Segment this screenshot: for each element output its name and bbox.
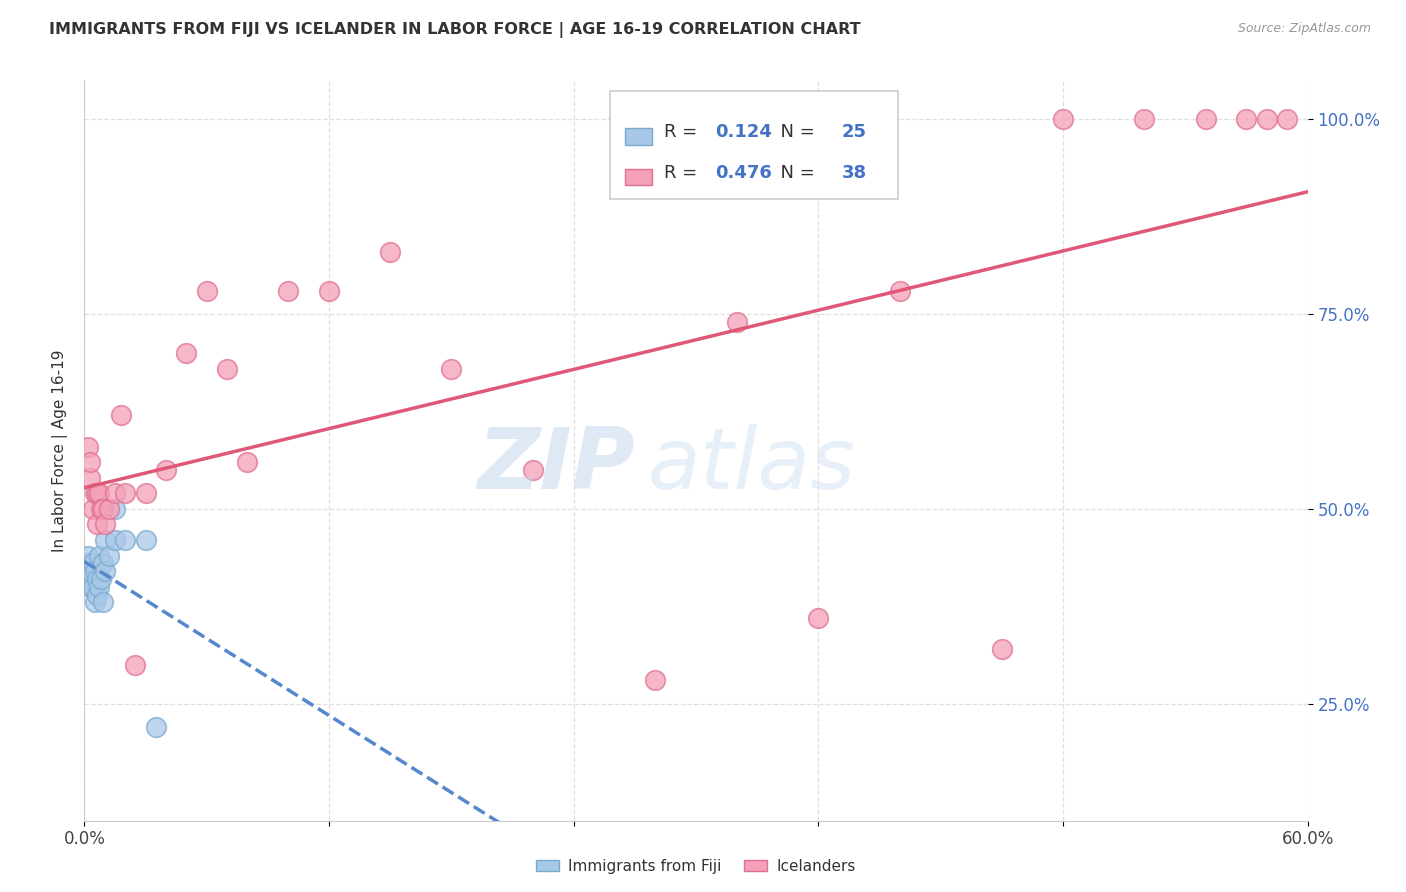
Point (91, 557, 114, 571)
Bar (626, 169, 652, 186)
Point (135, 533, 157, 547)
Point (1236, 112, 1258, 127)
Text: IMMIGRANTS FROM FIJI VS ICELANDER IN LABOR FORCE | AGE 16-19 CORRELATION CHART: IMMIGRANTS FROM FIJI VS ICELANDER IN LAB… (49, 22, 860, 38)
Point (135, 486, 157, 500)
Point (77, 557, 100, 571)
Text: N =: N = (769, 164, 821, 182)
Point (87, 549, 110, 563)
Point (82, 580, 104, 594)
Point (725, 315, 748, 329)
Y-axis label: In Labor Force | Age 16-19: In Labor Force | Age 16-19 (52, 349, 67, 552)
Point (77, 564, 100, 578)
Point (97, 502, 120, 516)
Point (807, 611, 830, 625)
Point (86, 517, 108, 532)
Point (82, 502, 104, 516)
Point (644, 673, 666, 688)
Point (86, 588, 108, 602)
Point (83, 564, 105, 578)
Point (90, 572, 112, 586)
Point (77, 440, 100, 454)
Point (87, 486, 110, 500)
Point (889, 284, 911, 298)
FancyBboxPatch shape (610, 91, 898, 199)
Point (104, 486, 127, 500)
Point (83, 595, 105, 609)
Point (217, 361, 239, 376)
Point (114, 486, 136, 500)
Point (97, 549, 120, 563)
Point (155, 463, 177, 477)
Point (1277, 112, 1299, 127)
Point (86, 572, 108, 586)
Text: atlas: atlas (647, 424, 855, 507)
Point (86, 486, 108, 500)
Point (79, 572, 101, 586)
Point (83, 486, 105, 500)
Text: Source: ZipAtlas.com: Source: ZipAtlas.com (1237, 22, 1371, 36)
Point (1133, 112, 1156, 127)
Text: 0.476: 0.476 (716, 164, 772, 182)
Point (91, 595, 114, 609)
Point (91, 502, 114, 516)
Point (79, 471, 101, 485)
Point (1256, 112, 1278, 127)
Point (522, 463, 544, 477)
Point (104, 533, 127, 547)
Point (110, 409, 132, 423)
Point (1195, 112, 1218, 127)
Text: 25: 25 (842, 123, 866, 141)
Point (93, 564, 115, 578)
Point (79, 564, 101, 578)
Point (79, 455, 101, 469)
Text: R =: R = (664, 123, 703, 141)
Text: ZIP: ZIP (477, 424, 636, 507)
Point (104, 502, 127, 516)
Point (77, 549, 100, 563)
Point (318, 284, 340, 298)
Point (195, 284, 218, 298)
Point (1052, 112, 1074, 127)
Bar (626, 128, 652, 145)
Point (236, 455, 259, 469)
Point (991, 642, 1014, 657)
Text: N =: N = (769, 123, 821, 141)
Point (440, 361, 463, 376)
Point (380, 244, 402, 259)
Point (277, 284, 299, 298)
Point (87, 580, 110, 594)
Point (93, 517, 115, 532)
Legend: Immigrants from Fiji, Icelanders: Immigrants from Fiji, Icelanders (530, 853, 862, 880)
Point (145, 720, 167, 734)
Point (174, 346, 197, 360)
Point (93, 533, 115, 547)
Point (82, 557, 104, 571)
Text: 0.124: 0.124 (716, 123, 772, 141)
Text: R =: R = (664, 164, 703, 182)
Point (114, 533, 136, 547)
Point (90, 502, 112, 516)
Point (79, 580, 101, 594)
Text: 38: 38 (842, 164, 866, 182)
Point (124, 657, 146, 672)
